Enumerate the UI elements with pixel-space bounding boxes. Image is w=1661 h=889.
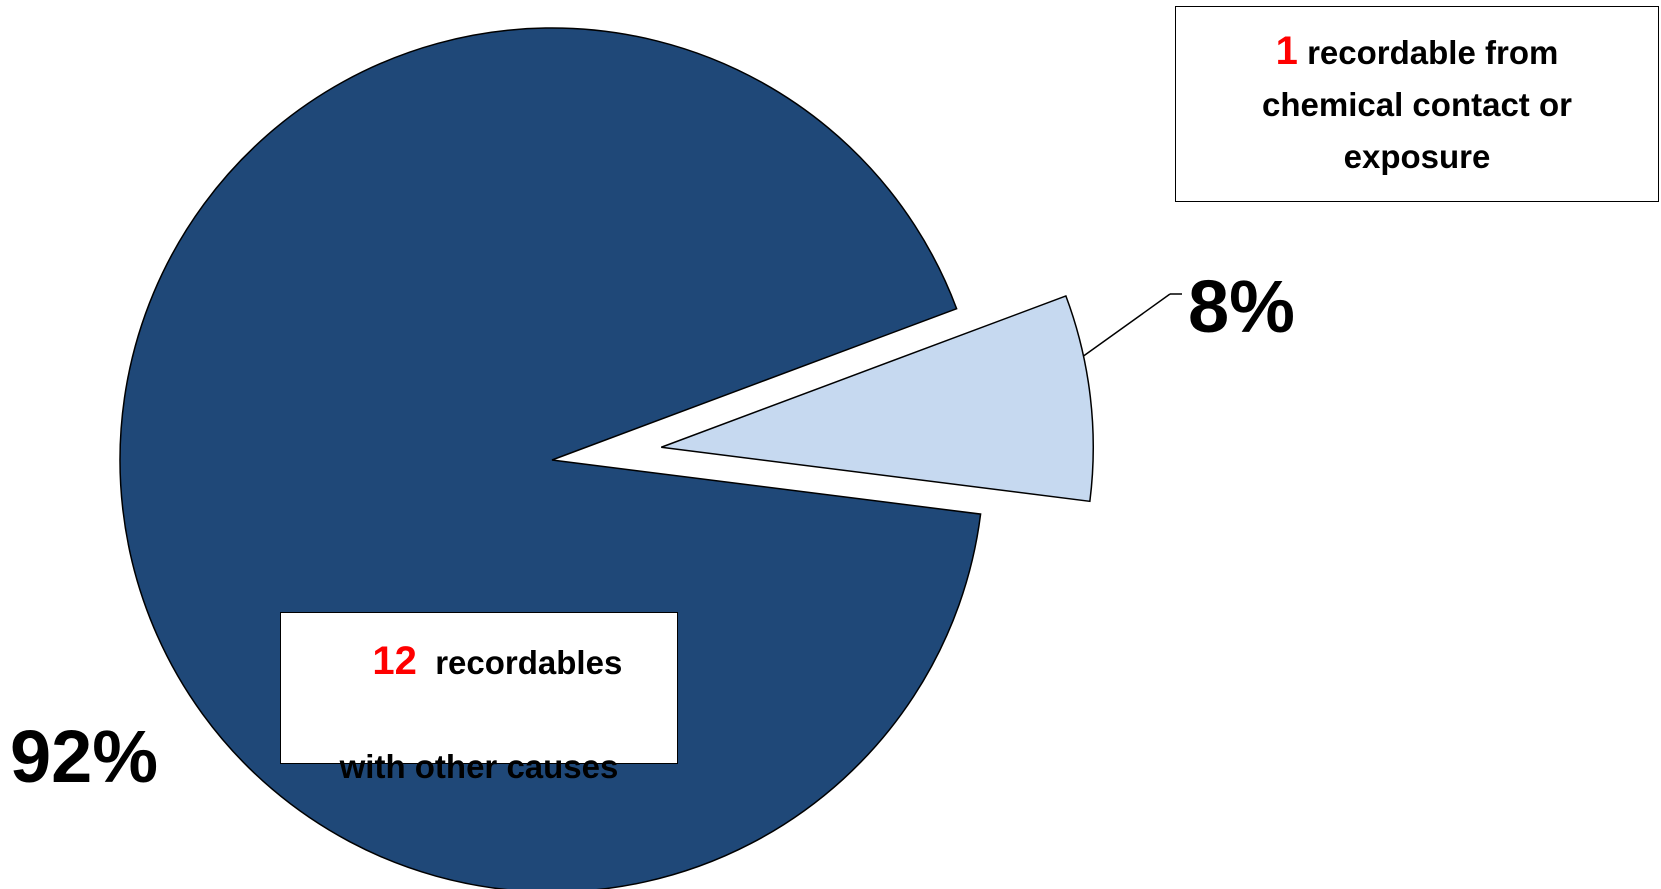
leader-line (1083, 293, 1171, 357)
callout-major-line2: with other causes (339, 748, 619, 785)
callout-minor-text1: recordable from (1297, 34, 1559, 71)
callout-minor-line1: 1 recordable from (1176, 25, 1658, 79)
slice-percent-label-other: 92% (10, 715, 159, 798)
callout-minor-line2: chemical contact or (1262, 86, 1572, 123)
slice-percent-label-chemical: 8% (1188, 265, 1295, 348)
callout-major-text1: recordables (416, 644, 623, 681)
callout-major-line1: 12 recordables (281, 583, 677, 741)
callout-chemical-exposure: 1 recordable from chemical contact or ex… (1175, 6, 1659, 202)
slice-count-other: 12 (372, 639, 417, 683)
slice-count-chemical: 1 (1275, 29, 1298, 73)
pie-slice-chemical-exposure (660, 294, 1094, 503)
callout-other-causes: 12 recordables with other causes (280, 612, 678, 785)
callout-minor-line3: exposure (1343, 138, 1491, 175)
